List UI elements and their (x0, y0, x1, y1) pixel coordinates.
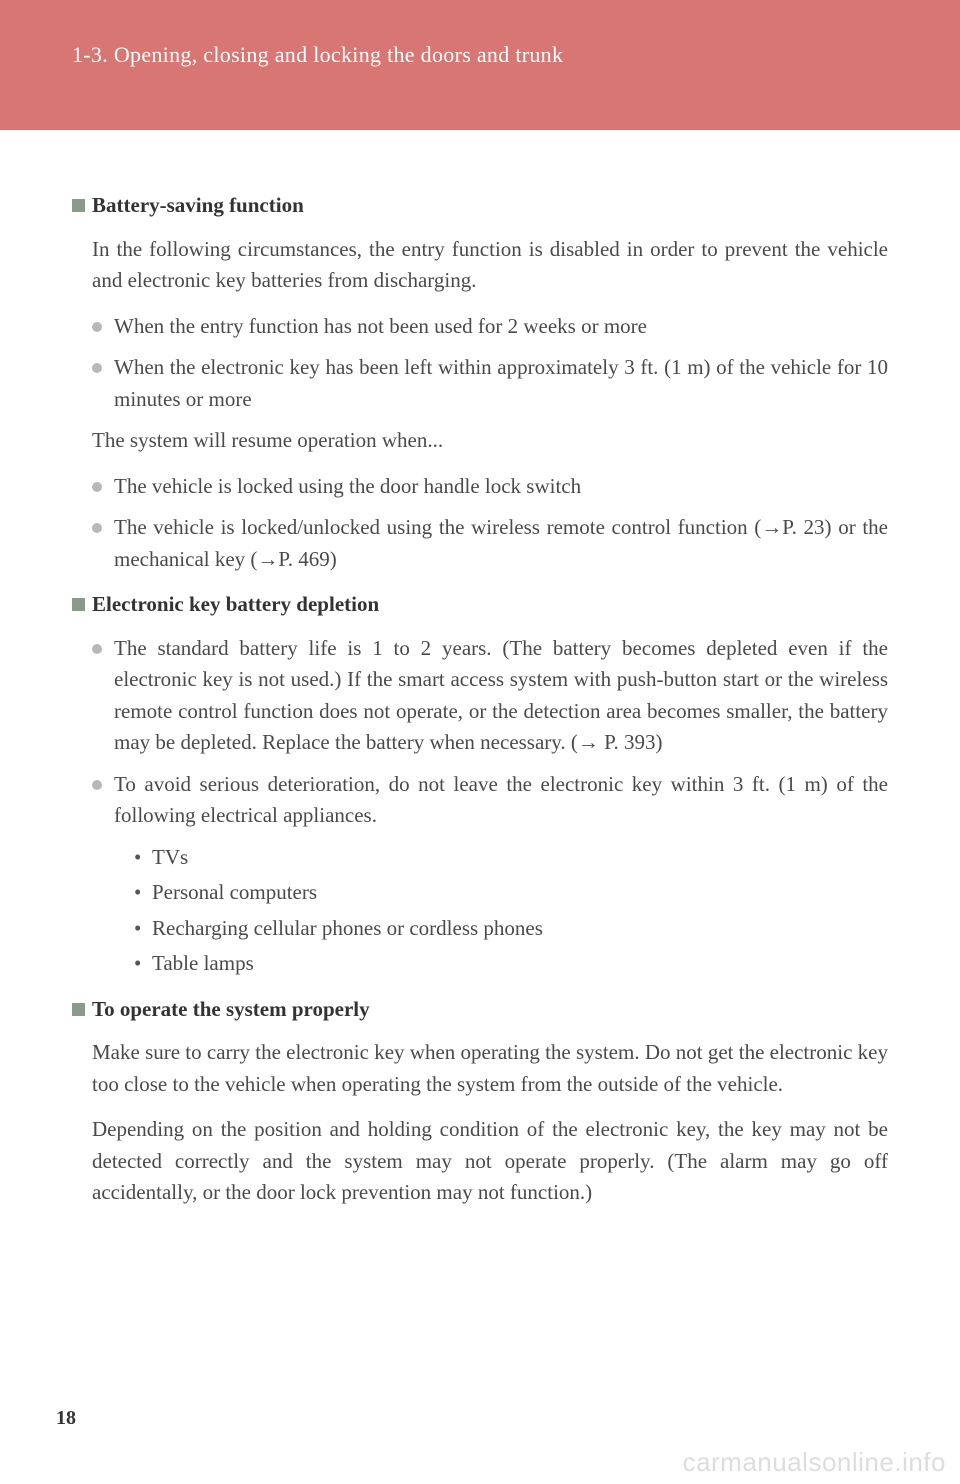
header-bar: 1-3. Opening, closing and locking the do… (0, 0, 960, 130)
dot-item: Table lamps (134, 948, 888, 980)
bullet-item: When the entry function has not been use… (92, 311, 888, 343)
section: Battery-saving function In the following … (72, 190, 888, 575)
square-marker-icon (72, 199, 85, 212)
dot-item: Recharging cellular phones or cordless p… (134, 913, 888, 945)
paragraph: Make sure to carry the electronic key wh… (92, 1037, 888, 1100)
section-heading-text: Battery-saving function (92, 190, 304, 222)
bullet-item: The standard battery life is 1 to 2 year… (92, 633, 888, 759)
section-heading-text: Electronic key battery depletion (92, 589, 379, 621)
section-heading: Battery-saving function (72, 190, 888, 222)
watermark: carmanualsonline.info (683, 1447, 946, 1478)
section-heading: Electronic key battery depletion (72, 589, 888, 621)
bullet-item: The vehicle is locked using the door han… (92, 471, 888, 503)
paragraph: The system will resume operation when... (92, 425, 888, 457)
paragraph: Depending on the position and holding co… (92, 1114, 888, 1209)
square-marker-icon (72, 1003, 85, 1016)
section-heading: To operate the system properly (72, 994, 888, 1026)
section: To operate the system properly Make sure … (72, 994, 888, 1209)
dot-item: TVs (134, 842, 888, 874)
section-label: 1-3. Opening, closing and locking the do… (72, 42, 960, 68)
bullet-item: The vehicle is locked/unlocked using the… (92, 512, 888, 575)
section: Electronic key battery depletion The stan… (72, 589, 888, 980)
bullet-item: To avoid serious deterioration, do not l… (92, 769, 888, 832)
dot-list: TVsPersonal computers Recharging cellular… (134, 842, 888, 980)
paragraph: In the following circumstances, the entr… (92, 234, 888, 297)
page-content: Battery-saving function In the following … (0, 130, 960, 1209)
square-marker-icon (72, 598, 85, 611)
page-number: 18 (56, 1407, 76, 1430)
bullet-item: When the electronic key has been left wi… (92, 352, 888, 415)
section-heading-text: To operate the system properly (92, 994, 370, 1026)
dot-item: Personal computers (134, 877, 888, 909)
